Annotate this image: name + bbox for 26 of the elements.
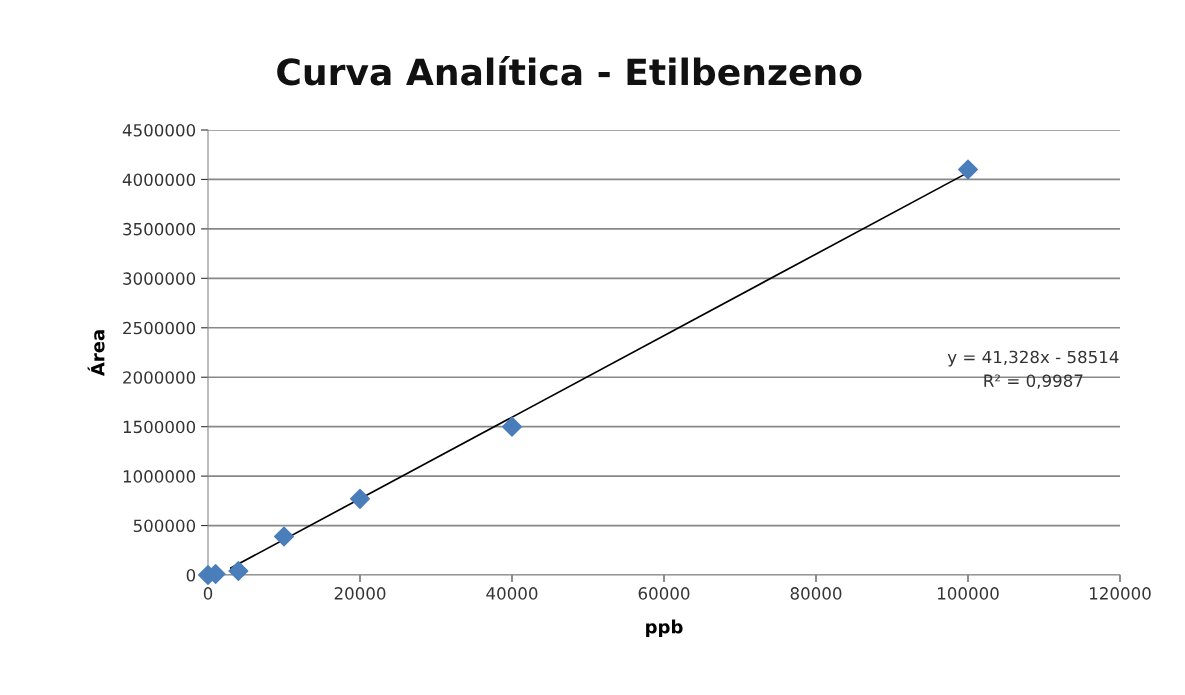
point <box>349 488 371 509</box>
y-axis-title: Área <box>87 330 105 377</box>
point <box>273 526 295 547</box>
x-tick-label: 120000 <box>1090 587 1151 600</box>
x-tick-label: 0 <box>203 587 213 600</box>
y-tick-label: 2000000 <box>123 371 196 384</box>
x-tick-label: 20000 <box>334 587 386 600</box>
point <box>228 561 249 582</box>
y-tick-label: 4500000 <box>122 123 196 137</box>
y-tick-label: 3000000 <box>123 272 196 285</box>
x-tick-label: 100000 <box>938 587 999 600</box>
x-tick-label: 40000 <box>486 587 538 600</box>
y-tick-label: 2500000 <box>123 321 196 335</box>
x-axis-title: ppb <box>646 619 683 638</box>
annotation: y = 41,328x - 58514 R² = 0,9987 <box>947 350 1119 389</box>
y-tick-label: 1500000 <box>123 420 196 434</box>
y-tick-label: 500000 <box>133 519 196 533</box>
y-tick-label: 4000000 <box>122 173 196 187</box>
chart-title: Curva Analítica - Etilbenzeno <box>277 56 862 86</box>
y-tick-label: 3500000 <box>123 222 196 236</box>
y-tick-label: 0 <box>186 568 196 582</box>
point <box>501 416 523 437</box>
point <box>957 159 979 180</box>
x-tick-label: 60000 <box>638 587 690 600</box>
x-tick-label: 80000 <box>790 587 842 600</box>
y-tick-label: 1000000 <box>123 470 196 483</box>
